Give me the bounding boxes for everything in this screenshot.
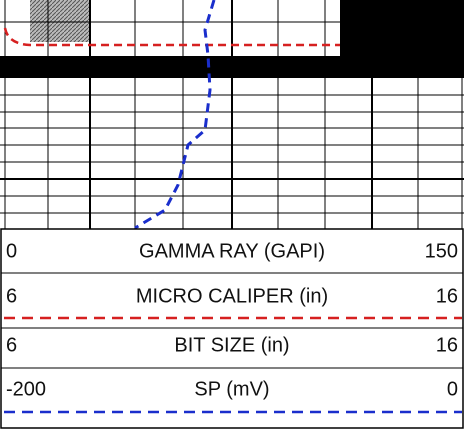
scale-left: 6 xyxy=(6,285,17,307)
black-band xyxy=(0,56,464,78)
hatched-fill xyxy=(30,0,90,42)
header xyxy=(0,228,464,429)
scale-left: 0 xyxy=(6,240,17,262)
sp-curve xyxy=(134,0,216,230)
scale-right: 16 xyxy=(436,285,458,307)
scale-left: -200 xyxy=(6,378,46,400)
curve-name: GAMMA RAY (GAPI) xyxy=(139,240,325,262)
curve-name: BIT SIZE (in) xyxy=(174,334,289,356)
caliper-curve xyxy=(3,27,340,47)
scale-right: 16 xyxy=(436,334,458,356)
curve-name: MICRO CALIPER (in) xyxy=(136,285,328,307)
log-track xyxy=(0,0,464,230)
scale-right: 150 xyxy=(425,240,458,262)
curve-name: SP (mV) xyxy=(194,378,269,400)
scale-left: 6 xyxy=(6,334,17,356)
black-block xyxy=(340,0,464,56)
scale-right: 0 xyxy=(447,378,458,400)
header-rows: 0 GAMMA RAY (GAPI) 150 6 MICRO CALIPER (in) 1… xyxy=(6,240,458,400)
